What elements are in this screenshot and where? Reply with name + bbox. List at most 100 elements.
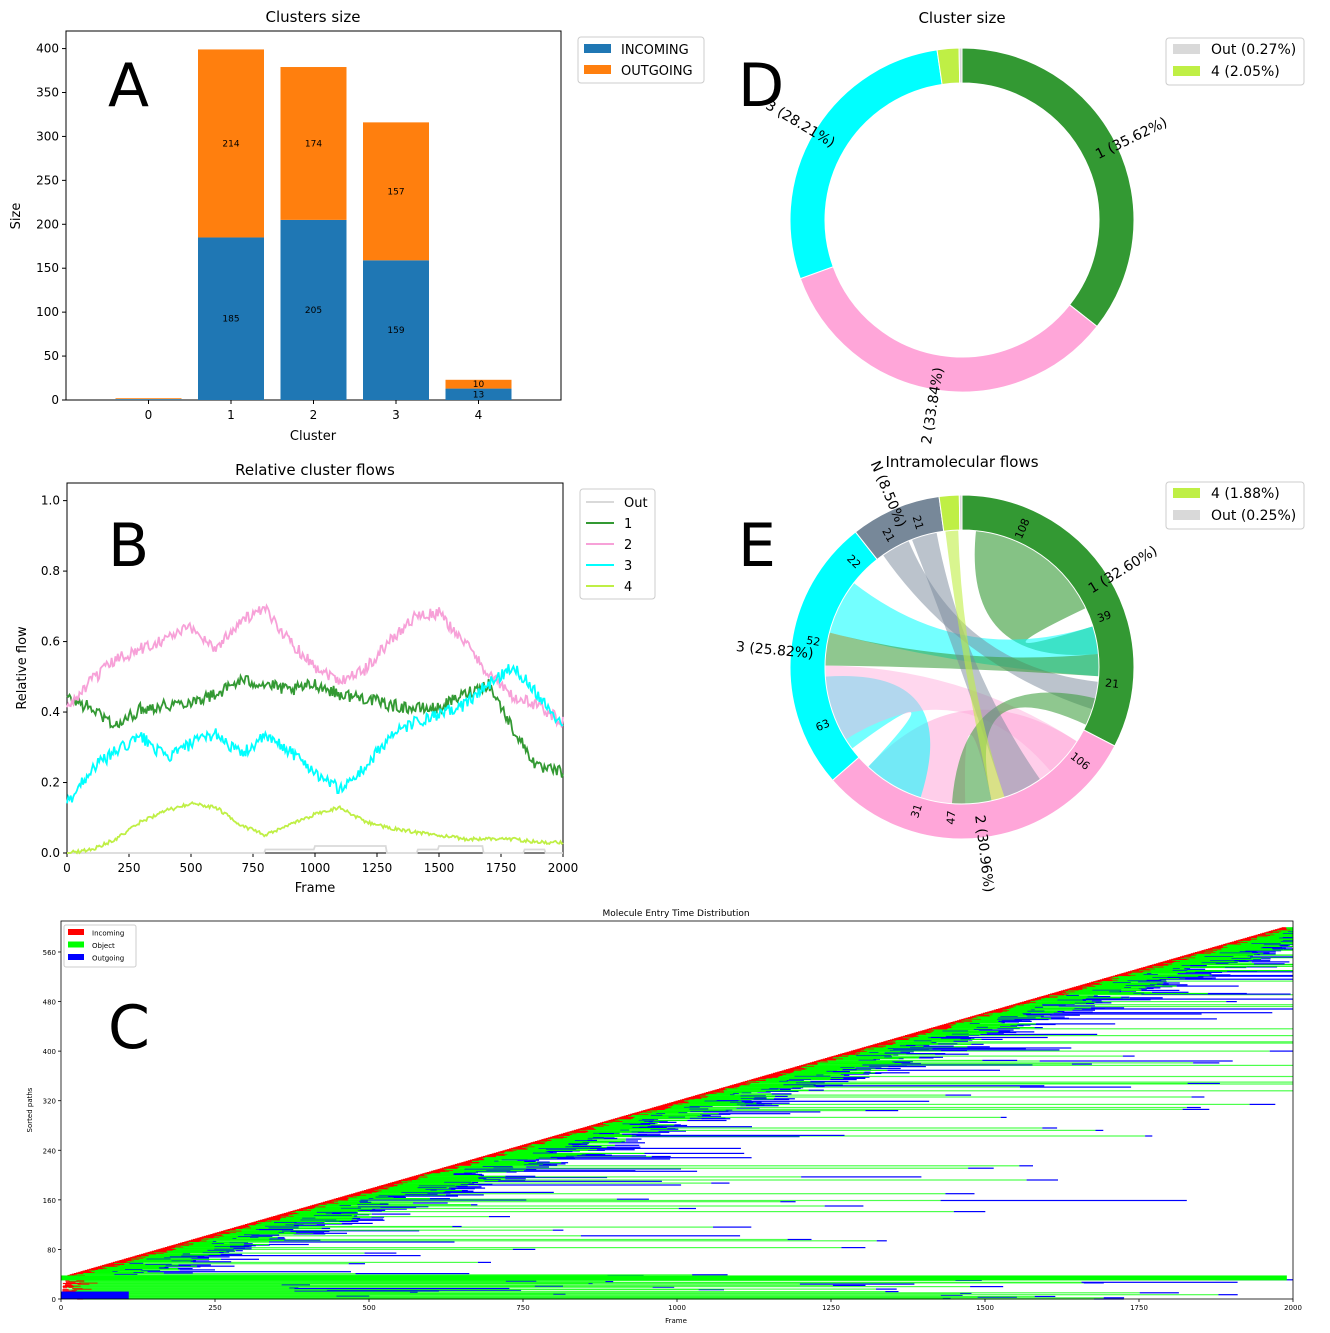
panel-c-outgoing-bar <box>1145 1135 1153 1137</box>
panel-c-outgoing-bar <box>505 1178 526 1180</box>
panel-c-outgoing-bar <box>444 1181 471 1183</box>
panel-c-object-bar <box>860 1051 901 1053</box>
panel-c-outgoing-bar <box>632 1126 667 1128</box>
panel-c-incoming-bar <box>716 1089 728 1091</box>
panel-c-object-bar <box>95 1269 180 1271</box>
panel-c-entry-time-chart: Molecule Entry Time Distribution Frame S… <box>26 909 1302 1325</box>
panel-c-outgoing-bar <box>906 1053 946 1055</box>
panel-c-incoming-bar <box>547 1137 564 1139</box>
panel-c-outgoing-bar <box>1091 1000 1102 1002</box>
panel-c-incoming-bar <box>721 1087 726 1089</box>
panel-b-legend-box <box>579 488 656 600</box>
panel-c-object-bar <box>723 1090 766 1092</box>
panel-c-object-bar <box>427 1176 802 1178</box>
panel-c-incoming-bar <box>595 1123 606 1125</box>
panel-c-object-bar <box>878 1045 900 1047</box>
panel-e-flow-label: 39 <box>1096 608 1114 625</box>
panel-c-incoming-bar <box>257 1220 272 1222</box>
panel-c-incoming-bar <box>710 1090 724 1092</box>
panel-c-outgoing-bar <box>1027 1015 1044 1017</box>
panel-c-outgoing-bar <box>978 1029 1014 1031</box>
panel-a-bar-incoming <box>115 399 182 400</box>
panel-c-incoming-bar <box>1199 950 1214 952</box>
panel-c-incoming-bar <box>296 1209 304 1211</box>
panel-c-object-bar <box>130 1261 478 1263</box>
panel-c-outgoing-bar <box>1204 955 1234 957</box>
panel-c-object-bar <box>1180 960 1240 962</box>
panel-c-incoming-bar <box>428 1171 440 1173</box>
panel-e-flow-label: 47 <box>944 810 958 825</box>
panel-c-object-bar <box>716 1092 734 1094</box>
panel-c-outgoing-bar <box>606 1146 641 1148</box>
panel-c-outgoing-bar <box>906 1044 930 1046</box>
panel-c-incoming-bar <box>493 1152 499 1154</box>
panel-c-object-bar <box>311 1209 358 1211</box>
panel-c-object-bar <box>201 1238 788 1241</box>
panel-c-outgoing-bar <box>960 1292 972 1294</box>
panel-a-ytick-label: 50 <box>44 349 59 363</box>
panel-c-outgoing-bar <box>1191 1096 1205 1098</box>
panel-c-incoming-bar <box>660 1105 672 1107</box>
panel-c-outgoing-bar <box>616 1198 649 1200</box>
panel-a-legend-swatch <box>584 44 611 53</box>
panel-c-outgoing-bar <box>1234 960 1271 962</box>
panel-e-flow-label: 52 <box>805 634 821 649</box>
panel-c-object-bar <box>971 1017 1051 1019</box>
panel-c-incoming-bar <box>974 1015 991 1017</box>
panel-a-bar-incoming <box>198 237 264 400</box>
panel-c-incoming-bar <box>816 1060 821 1062</box>
panel-c-outgoing-bar <box>650 1114 663 1116</box>
panel-c-incoming-bar <box>900 1036 914 1038</box>
panel-c-outgoing-bar <box>1263 952 1270 954</box>
panel-c-incoming-bar <box>1190 953 1198 955</box>
panel-c-outgoing-bar <box>636 1134 845 1136</box>
panel-c-outgoing-bar <box>565 1146 602 1148</box>
panel-c-outgoing-bar <box>831 1076 870 1078</box>
panel-c-object-bar <box>1127 973 1178 975</box>
panel-c-outgoing-block <box>61 1291 129 1299</box>
panel-c-object-bar <box>401 1180 485 1182</box>
panel-b-series-4 <box>67 801 564 855</box>
panel-c-incoming-bar <box>1065 989 1079 991</box>
panel-c-incoming-bar <box>1037 997 1045 999</box>
panel-c-object-bar <box>389 1186 418 1189</box>
panel-c-outgoing-bar <box>875 1072 910 1074</box>
panel-c-object-bar <box>361 1193 946 1195</box>
panel-d-slice-3 <box>789 49 943 280</box>
panel-c-object-bar <box>665 1108 690 1110</box>
panel-e-ribbon-2-3 <box>824 665 1078 772</box>
panel-b-legend-label: 2 <box>624 538 632 553</box>
panel-c-outgoing-bar <box>293 1224 325 1226</box>
panel-c-object-bar <box>670 1106 684 1108</box>
panel-a-ytick-label: 200 <box>36 217 59 231</box>
panel-c-outgoing-bar <box>354 1215 358 1217</box>
panel-c-outgoing-bar <box>244 1234 260 1236</box>
panel-c-outgoing-bar <box>997 1018 1217 1020</box>
panel-c-outgoing-bar <box>855 1067 882 1069</box>
panel-c-object-bar <box>778 1075 1293 1078</box>
panel-c-object-bar <box>750 1082 1188 1084</box>
panel-c-object-bar <box>338 1202 413 1204</box>
panel-c-incoming-bar <box>946 1023 956 1025</box>
panel-c-outgoing-bar <box>565 1155 647 1157</box>
panel-c-outgoing-bar <box>1124 986 1131 988</box>
panel-c-outgoing-bar <box>711 1182 730 1184</box>
panel-c-outgoing-bar <box>1095 1129 1104 1131</box>
panel-c-object-bar <box>664 1108 1183 1110</box>
panel-c-incoming-bar <box>1112 975 1119 977</box>
panel-a-legend-label: OUTGOING <box>621 64 693 79</box>
panel-c-outgoing-bar <box>1092 989 1122 991</box>
panel-c-outgoing-bar <box>775 1095 788 1097</box>
panel-c-object-bar <box>779 1075 795 1077</box>
panel-c-incoming-bar <box>463 1161 480 1163</box>
panel-c-incoming-bar <box>870 1045 879 1047</box>
panel-c-incoming-bar <box>411 1176 428 1178</box>
panel-c-object-bar <box>786 1073 841 1075</box>
panel-c-object-bar <box>105 1266 159 1268</box>
panel-c-incoming-bar <box>1013 1004 1024 1006</box>
panel-c-outgoing-bar <box>1000 1116 1007 1118</box>
panel-c-incoming-bar <box>1011 1004 1016 1006</box>
panel-c-incoming-bar <box>703 1092 717 1094</box>
panel-c-legend: Incoming Object Outgoing <box>63 924 137 968</box>
panel-c-object-bar <box>895 1041 932 1044</box>
